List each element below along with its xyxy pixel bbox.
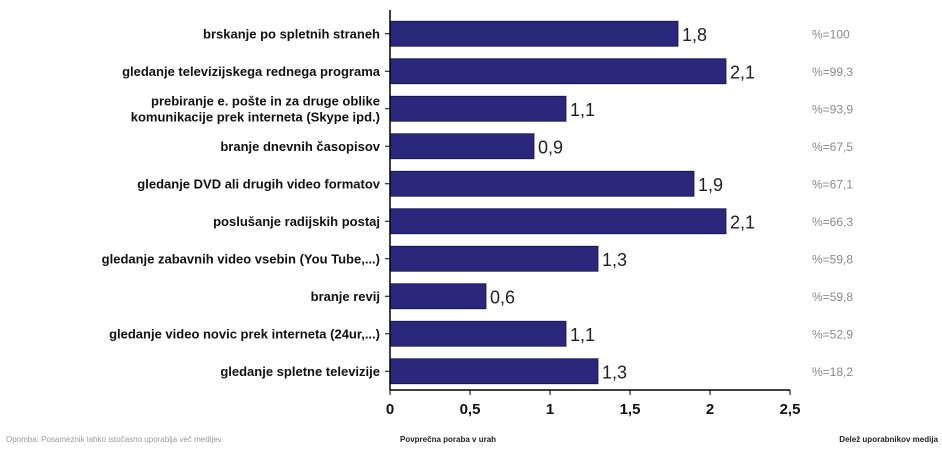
bar	[389, 320, 567, 347]
x-tick-label: 2	[706, 401, 714, 418]
user-share-label: %=52,9	[812, 327, 853, 341]
category-label: brskanje po spletnih straneh	[203, 26, 380, 41]
footnote: Opomba: Posameznik lahko istočasno upora…	[6, 435, 222, 444]
data-label: 1,9	[698, 175, 723, 195]
user-share-title: Delež uporabnikov medija	[839, 435, 938, 444]
data-label: 0,6	[490, 287, 515, 307]
bar	[389, 208, 727, 235]
data-label: 2,1	[730, 62, 755, 82]
bar	[389, 133, 535, 160]
category-label: gledanje televizijskega rednega programa	[122, 64, 381, 79]
bar	[389, 58, 727, 85]
user-share-label: %=67,1	[812, 177, 853, 191]
category-label-line: prebiranje e. pošte in za druge oblike	[151, 93, 380, 108]
category-label-line: gledanje zabavnih video vsebin (You Tube…	[102, 251, 380, 266]
bar	[389, 20, 679, 47]
category-label-line: gledanje spletne televizije	[220, 364, 380, 379]
user-share-label: %=18,2	[812, 365, 853, 379]
category-label: gledanje spletne televizije	[220, 364, 380, 379]
data-label: 1,1	[570, 325, 595, 345]
bar	[389, 358, 599, 385]
category-label-line: poslušanje radijskih postaj	[213, 214, 380, 229]
category-label: branje revij	[311, 289, 380, 304]
user-share-label: %=59,8	[812, 290, 853, 304]
user-share-label: %=59,8	[812, 252, 853, 266]
data-label: 0,9	[538, 137, 563, 157]
x-tick-label: 2,5	[780, 401, 801, 418]
user-share-label: %=99,3	[812, 65, 853, 79]
data-label: 2,1	[730, 212, 755, 232]
category-label: branje dnevnih časopisov	[220, 139, 380, 154]
user-share-label: %=66,3	[812, 215, 853, 229]
data-label: 1,3	[602, 250, 627, 270]
data-label: 1,8	[682, 25, 707, 45]
x-tick-label: 0	[386, 401, 394, 418]
data-label: 1,1	[570, 100, 595, 120]
x-tick-label: 0,5	[460, 401, 481, 418]
user-share-label: %=100	[812, 27, 850, 41]
category-label: prebiranje e. pošte in za druge oblike ko…	[131, 93, 380, 124]
user-share-label: %=93,9	[812, 102, 853, 116]
category-label-line: brskanje po spletnih straneh	[203, 26, 380, 41]
category-label-line: komunikacije prek interneta (Skype ipd.)	[131, 109, 380, 124]
category-label: gledanje zabavnih video vsebin (You Tube…	[102, 251, 380, 266]
category-label-line: branje revij	[311, 289, 380, 304]
bar	[389, 95, 567, 122]
category-label: poslušanje radijskih postaj	[213, 214, 380, 229]
category-label-line: branje dnevnih časopisov	[220, 139, 380, 154]
x-axis-title: Povprečna poraba v urah	[400, 435, 497, 444]
data-label: 1,3	[602, 362, 627, 382]
category-label-line: gledanje DVD ali drugih video formatov	[137, 176, 380, 191]
x-tick-label: 1,5	[620, 401, 641, 418]
bar	[389, 283, 487, 310]
category-label-line: gledanje video novic prek interneta (24u…	[109, 326, 380, 341]
category-label-line: gledanje televizijskega rednega programa	[122, 64, 381, 79]
category-label: gledanje DVD ali drugih video formatov	[137, 176, 380, 191]
bars-group: brskanje po spletnih straneh 1,8 %=100 gled…	[102, 20, 853, 385]
user-share-label: %=67,5	[812, 140, 853, 154]
x-axis: 0 0,5 1 1,5 2 2,5	[385, 10, 800, 418]
bar	[389, 245, 599, 272]
bar	[389, 170, 695, 197]
x-tick-label: 1	[546, 401, 554, 418]
category-label: gledanje video novic prek interneta (24u…	[109, 326, 380, 341]
